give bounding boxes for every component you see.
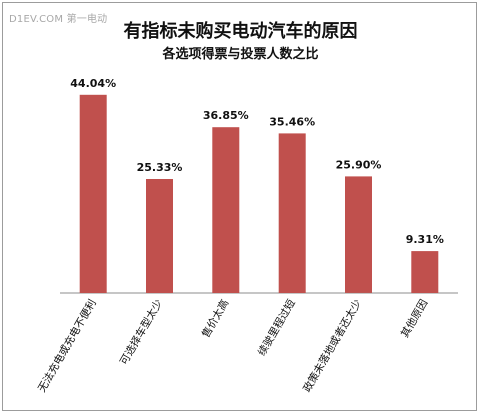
- bar-5: [345, 176, 372, 293]
- x-tick-label-6: 其他原因: [398, 297, 430, 340]
- x-tick-label-5: 政策未落地或者还太少: [300, 297, 364, 394]
- x-tick-label-1: 无法充电或充电不便利: [35, 297, 99, 394]
- data-label-5: 25.90%: [336, 158, 382, 171]
- x-tick-label-3: 售价太高: [199, 297, 231, 340]
- bar-1: [79, 94, 107, 293]
- chart-subtitle: 各选项得票与投票人数之比: [162, 47, 319, 62]
- bar-6: [411, 251, 439, 293]
- chart-frame: [2, 2, 477, 411]
- data-label-1: 44.04%: [70, 77, 116, 90]
- data-label-2: 25.33%: [137, 161, 183, 174]
- data-label-4: 35.46%: [269, 115, 315, 128]
- data-label-3: 36.85%: [203, 109, 249, 122]
- bar-3: [212, 127, 240, 293]
- x-tick-label-2: 可选择车型太少: [117, 297, 165, 367]
- bar-4: [278, 133, 306, 293]
- watermark-text: D1EV.COM 第一电动: [9, 14, 108, 25]
- bar-2: [146, 179, 173, 293]
- chart-title: 有指标未购买电动汽车的原因: [123, 21, 358, 42]
- x-tick-label-4: 续驶里程过短: [255, 297, 298, 358]
- data-label-6: 9.31%: [406, 233, 444, 246]
